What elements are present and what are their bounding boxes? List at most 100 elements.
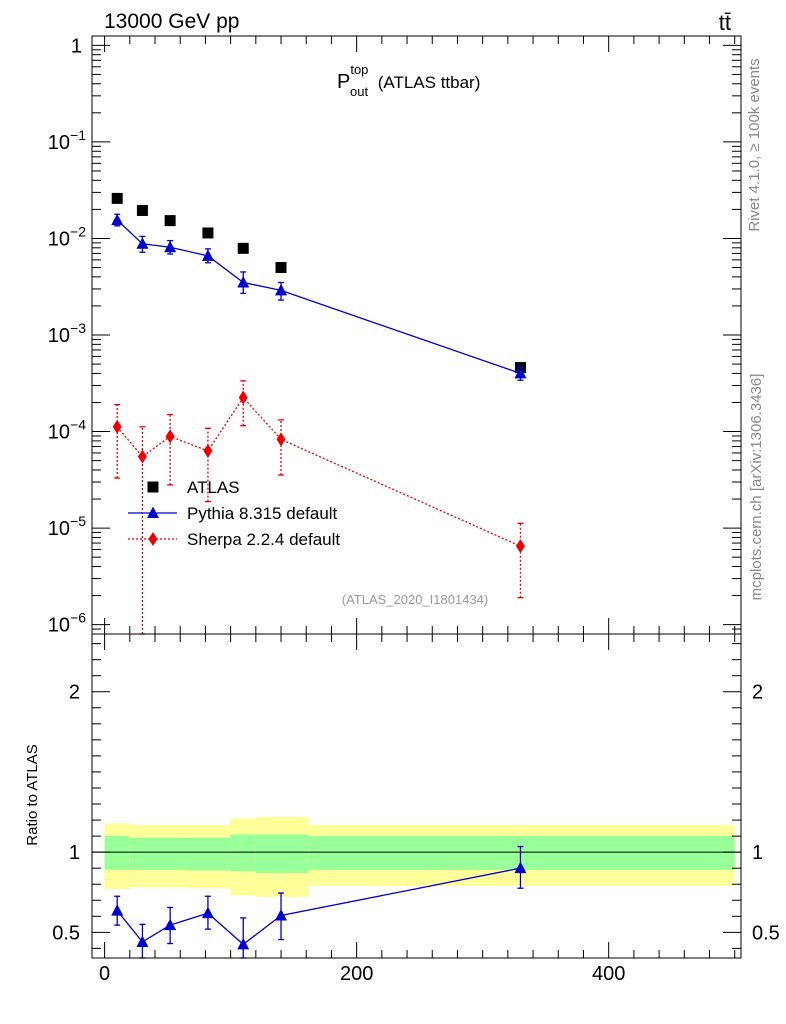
main-y-tick-base: 10 <box>48 615 70 637</box>
ratio-y-tick-label-left: 0.5 <box>52 922 80 944</box>
ratio-y-tick-label-left: 2 <box>69 682 80 704</box>
main-y-tick-base: 10 <box>48 228 70 250</box>
main-y-tick-exponent: −4 <box>70 417 86 433</box>
rivet-version-label: Rivet 4.1.0, ≥ 100k events <box>746 58 763 231</box>
data-point <box>237 275 250 288</box>
inner-band <box>186 837 231 871</box>
ratio-x-axis-ticks <box>104 634 736 958</box>
main-y-tick-label: 10−1 <box>48 127 86 154</box>
main-y-tick-label: 10−2 <box>48 223 86 250</box>
ratio-panel: 0.5 0.5 1 1 2 2 0 200 400 Ratio to ATLAS <box>24 633 780 985</box>
series-diamond <box>112 380 525 635</box>
inner-band <box>104 836 130 870</box>
energy-label: 13000 GeV pp <box>104 10 239 33</box>
ratio-y-tick-label-left: 1 <box>69 842 80 864</box>
title-subscript: out <box>350 84 368 99</box>
series-line <box>116 396 521 547</box>
legend: ATLAS Pythia 8.315 default Sherpa 2.2.4 de… <box>128 478 340 549</box>
data-point <box>276 432 286 447</box>
main-y-axis-labels: 110−110−210−310−410−510−6 <box>48 35 86 636</box>
ratio-data-point <box>136 935 149 947</box>
main-y-tick-label: 10−3 <box>48 320 86 347</box>
inner-band <box>255 834 309 873</box>
data-point <box>275 262 287 274</box>
legend-marker <box>148 532 158 546</box>
analysis-id-label: (ATLAS_2020_I1801434) <box>342 592 488 607</box>
title-superscript: top <box>350 62 368 77</box>
ratio-frame-rect <box>91 633 742 959</box>
main-y-tick-base: 10 <box>48 325 70 347</box>
ratio-data-point <box>164 918 177 931</box>
legend-marker <box>147 481 159 493</box>
data-point <box>514 366 527 379</box>
data-point <box>165 429 175 444</box>
ratio-data-point <box>514 861 527 874</box>
main-y-tick-base: 1 <box>71 35 82 57</box>
main-y-axis-ticks <box>92 44 741 635</box>
legend-label: Sherpa 2.2.4 default <box>187 530 340 549</box>
main-y-tick-label: 10−5 <box>48 513 86 540</box>
data-point <box>111 213 124 226</box>
ratio-plot-frame <box>91 633 742 959</box>
data-point <box>515 539 525 554</box>
data-point <box>164 215 176 227</box>
main-y-tick-base: 10 <box>48 422 70 444</box>
main-series-layer <box>111 192 527 635</box>
legend-label: ATLAS <box>187 478 240 497</box>
legend-label: Pythia 8.315 default <box>187 504 338 523</box>
ratio-data-point <box>201 906 214 919</box>
ratio-data-point <box>275 908 288 921</box>
data-point <box>112 419 122 434</box>
ratio-y-tick-label-right: 1 <box>752 842 763 864</box>
mcplots-url-label: mcplots.cern.ch [arXiv:1306.3436] <box>748 374 765 601</box>
series-square <box>111 192 526 374</box>
main-y-tick-label: 10−6 <box>48 610 86 637</box>
data-point <box>238 390 248 405</box>
main-y-tick-label: 10−4 <box>48 417 86 444</box>
main-panel: 110−110−210−310−410−510−6 Ptop out (ATLA… <box>48 35 742 637</box>
x-tick-label: 400 <box>592 963 625 985</box>
inner-band <box>230 834 256 872</box>
data-point <box>164 240 177 253</box>
series-triangle <box>111 213 527 381</box>
x-tick-label: 0 <box>99 963 110 985</box>
main-y-tick-exponent: −2 <box>70 223 86 239</box>
ratio-y-tick-label-right: 2 <box>752 682 763 704</box>
data-point <box>203 443 213 458</box>
ratio-y-axis-labels: 0.5 0.5 1 1 2 2 <box>52 682 780 945</box>
inner-band <box>155 837 187 870</box>
main-y-tick-exponent: −1 <box>70 127 86 143</box>
data-point <box>201 249 214 261</box>
ratio-y-axis-ticks <box>92 643 741 949</box>
data-point <box>111 192 123 204</box>
main-y-tick-exponent: −6 <box>70 610 86 626</box>
main-y-tick-exponent: −3 <box>70 320 86 336</box>
x-tick-label: 200 <box>340 963 373 985</box>
ratio-data-point <box>111 904 124 916</box>
main-y-tick-exponent: −5 <box>70 513 86 529</box>
data-point <box>136 237 149 249</box>
main-y-tick-base: 10 <box>48 518 70 540</box>
process-label: tt̄ <box>719 10 731 35</box>
title-rest: (ATLAS ttbar) <box>373 73 480 92</box>
ratio-uncertainty-bands <box>104 816 735 898</box>
series-line <box>116 219 521 375</box>
data-point <box>202 227 214 239</box>
data-point <box>136 204 148 216</box>
data-point <box>237 242 249 254</box>
data-point <box>275 283 288 296</box>
inner-band <box>129 837 156 870</box>
main-y-tick-base: 10 <box>48 132 70 154</box>
ratio-data-point <box>237 937 250 950</box>
data-point <box>137 449 147 464</box>
svg-text:Ptop: Ptop <box>337 62 368 93</box>
main-x-axis-ticks <box>104 36 736 634</box>
legend-marker <box>147 506 159 518</box>
ratio-x-axis-labels: 0 200 400 <box>99 963 625 985</box>
plot-title: Ptop out (ATLAS ttbar) <box>337 62 480 99</box>
main-y-tick-label: 1 <box>71 35 82 57</box>
title-main: P <box>337 71 350 93</box>
ratio-y-tick-label-right: 0.5 <box>752 922 780 944</box>
ratio-y-axis-title: Ratio to ATLAS <box>24 744 41 845</box>
